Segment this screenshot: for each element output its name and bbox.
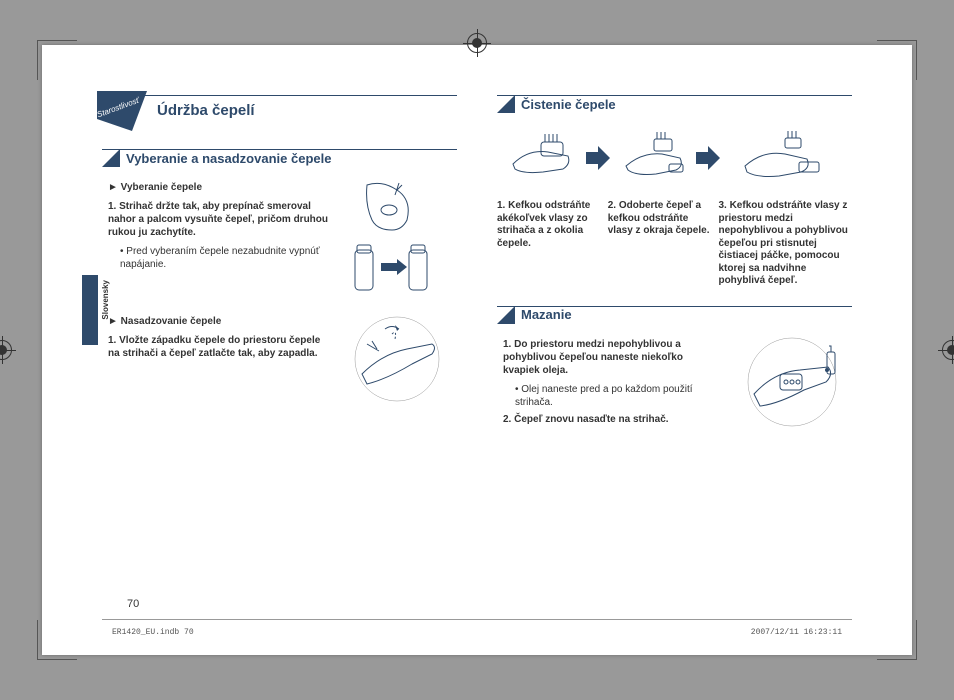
arrow-right-icon xyxy=(586,146,610,170)
hand-blade-illustration xyxy=(347,175,457,295)
oil-illustration xyxy=(732,332,852,432)
brush-illustration-2 xyxy=(608,121,711,196)
main-heading: Údržba čepelí xyxy=(157,102,255,119)
brush-illustration-3 xyxy=(718,121,852,196)
footer-filename: ER1420_EU.indb 70 xyxy=(112,628,194,637)
care-badge: Starostlivosť xyxy=(97,91,147,131)
right-column: Čistenie čepele xyxy=(497,95,852,585)
registration-mark xyxy=(0,340,12,360)
registration-mark xyxy=(942,340,954,360)
clean-heading: Čistenie čepele xyxy=(521,97,616,112)
clean-step-1: 1. Kefkou odstráňte akékoľvek vlasy zo s… xyxy=(497,121,600,288)
page-number: 70 xyxy=(127,598,139,610)
brush-illustration-1 xyxy=(497,121,600,196)
clean-step-2: 2. Odoberte čepeľ a kefkou odstráňte vla… xyxy=(608,121,711,288)
clean-step-3: 3. Kefkou odstráňte vlasy z priestoru me… xyxy=(718,121,852,288)
removal-title: ► Vyberanie čepele xyxy=(108,182,202,193)
attach-step: 1. Vložte západku čepele do priestoru če… xyxy=(108,335,320,359)
sub-heading: Vyberanie a nasadzovanie čepele xyxy=(126,151,331,166)
lube-step2: 2. Čepeľ znovu nasaďte na strihač. xyxy=(503,414,669,425)
left-column: Starostlivosť Údržba čepelí Vyberanie a … xyxy=(102,95,457,585)
lube-step1: 1. Do priestoru medzi nepohyblivou a poh… xyxy=(503,339,683,376)
lube-note: • Olej naneste pred a po každom použití … xyxy=(503,383,722,409)
triangle-bullet-icon xyxy=(102,149,120,167)
attach-title: ► Nasadzovanie čepele xyxy=(108,316,221,327)
triangle-bullet-icon xyxy=(497,95,515,113)
arrow-right-icon xyxy=(696,146,720,170)
footer-rule xyxy=(102,619,852,620)
removal-step: 1. Strihač držte tak, aby prepínač smero… xyxy=(108,201,328,238)
attach-blade-illustration xyxy=(337,309,457,409)
lube-heading: Mazanie xyxy=(521,307,572,322)
footer-timestamp: 2007/12/11 16:23:11 xyxy=(751,628,842,637)
removal-note: • Pred vyberaním čepele nezabudnite vypn… xyxy=(108,245,337,271)
triangle-bullet-icon xyxy=(497,306,515,324)
